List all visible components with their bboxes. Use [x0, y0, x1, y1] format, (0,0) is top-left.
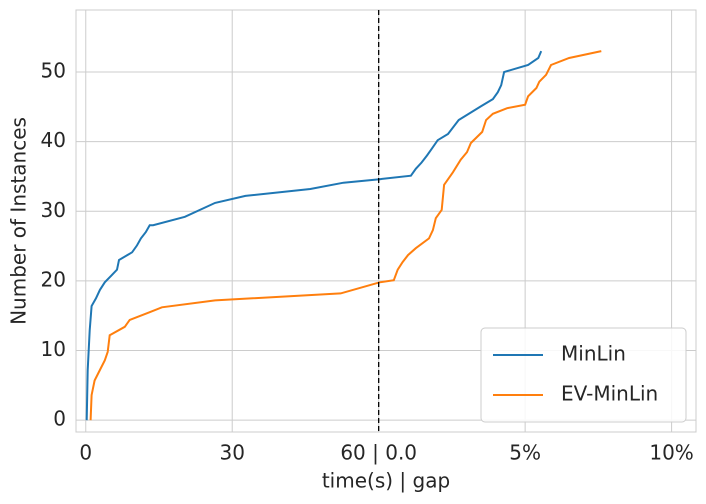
- y-tick-label: 20: [41, 267, 66, 291]
- y-tick-label: 50: [41, 58, 66, 82]
- y-tick-label: 0: [53, 407, 66, 431]
- plot-frame: [75, 9, 697, 433]
- line: [89, 50, 602, 421]
- x-tick-label: 5%: [509, 441, 541, 465]
- legend-label: MinLin: [561, 342, 626, 366]
- legend: MinLin EV-MinLin: [480, 327, 687, 423]
- x-tick-label: 60 | 0.0: [340, 441, 417, 465]
- y-tick-label: 40: [41, 128, 66, 152]
- y-tick-label: 30: [41, 198, 66, 222]
- y-axis-label: Number of Instances: [7, 117, 31, 325]
- x-axis-label: time(s) | gap: [322, 469, 450, 493]
- x-tick-label: 10%: [649, 441, 693, 465]
- legend-label: EV-MinLin: [561, 382, 658, 406]
- x-tick-label: 0: [79, 441, 92, 465]
- legend-box: [480, 327, 687, 423]
- y-tick-label: 10: [41, 337, 66, 361]
- x-tick-label: 30: [219, 441, 244, 465]
- line: [85, 50, 543, 421]
